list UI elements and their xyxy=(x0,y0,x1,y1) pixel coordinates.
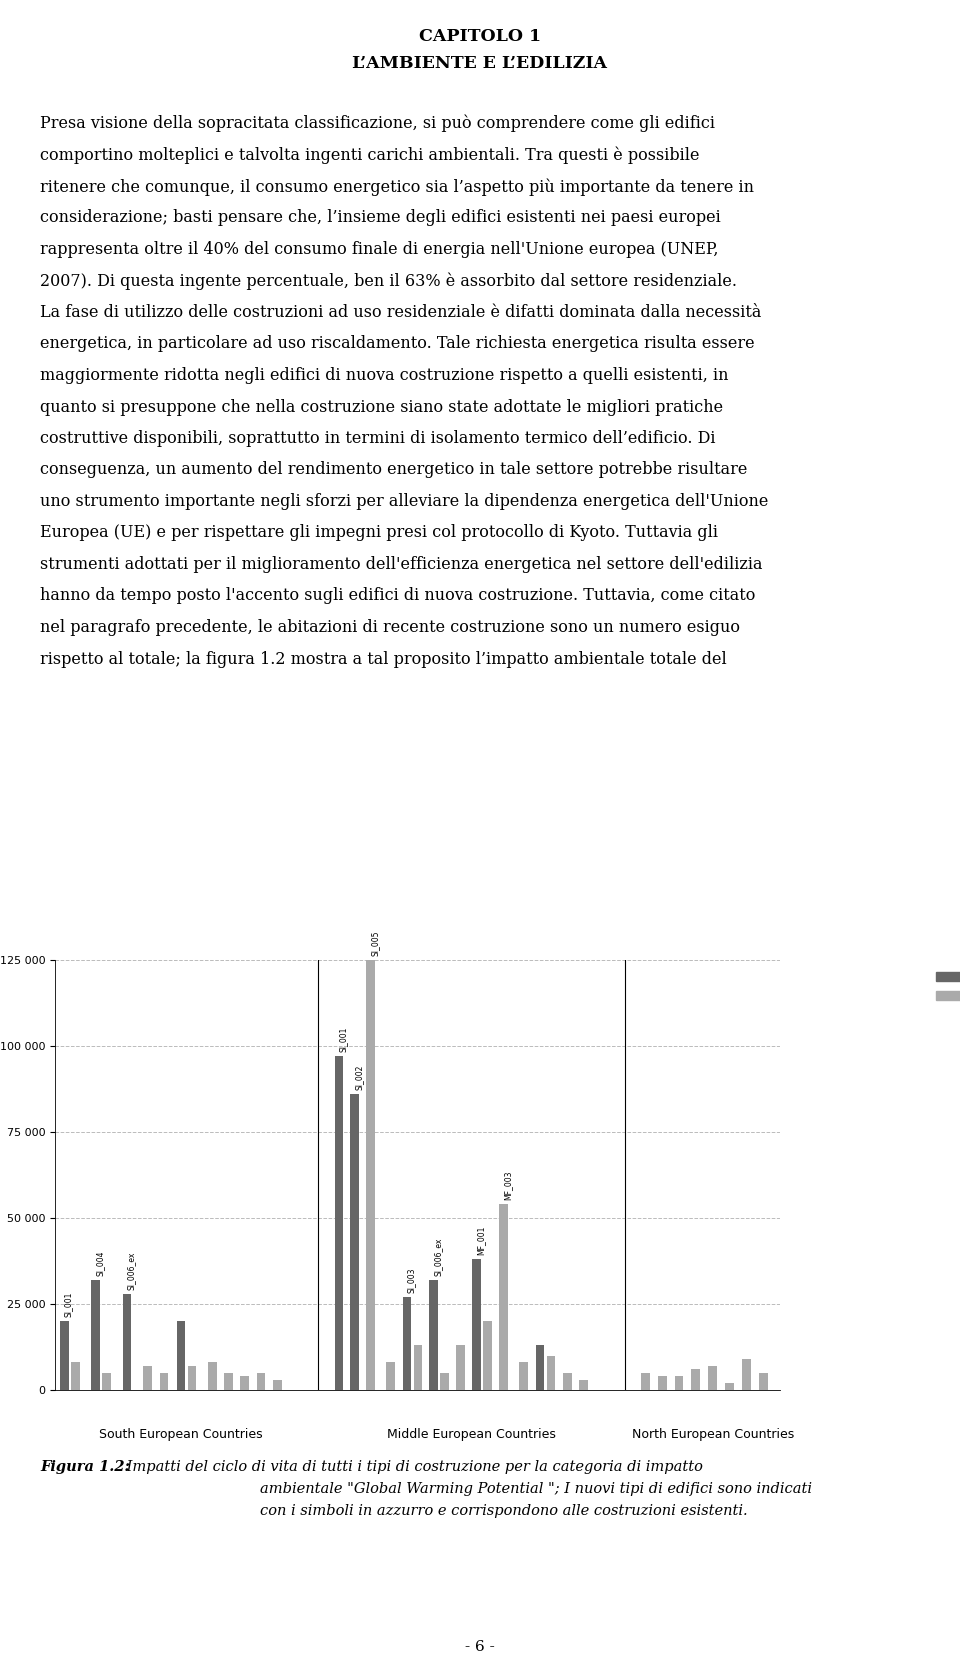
Text: Figura 1.2:: Figura 1.2: xyxy=(40,1460,130,1474)
Bar xyxy=(71,1362,80,1390)
Text: La fase di utilizzo delle costruzioni ad uso residenziale è difatti dominata dal: La fase di utilizzo delle costruzioni ad… xyxy=(40,304,761,320)
Text: SI_005: SI_005 xyxy=(371,930,379,956)
Text: SI_001: SI_001 xyxy=(339,1026,348,1051)
Bar xyxy=(414,1345,422,1390)
Bar xyxy=(402,1297,411,1390)
Text: 2007). Di questa ingente percentuale, ben il 63% è assorbito dal settore residen: 2007). Di questa ingente percentuale, be… xyxy=(40,272,737,290)
Bar xyxy=(441,1374,449,1390)
Bar xyxy=(708,1365,717,1390)
Bar xyxy=(725,1384,733,1390)
Bar xyxy=(519,1362,528,1390)
Text: Presa visione della sopracitata classificazione, si può comprendere come gli edi: Presa visione della sopracitata classifi… xyxy=(40,115,715,132)
Text: rappresenta oltre il 40% del consumo finale di energia nell'Unione europea (UNEP: rappresenta oltre il 40% del consumo fin… xyxy=(40,240,718,259)
Bar xyxy=(429,1280,438,1390)
Bar xyxy=(675,1377,684,1390)
Bar xyxy=(123,1293,132,1390)
Text: ambientale "Global Warming Potential "; I nuovi tipi di edifici sono indicati: ambientale "Global Warming Potential "; … xyxy=(260,1482,812,1495)
Text: costruttive disponibili, soprattutto in termini di isolamento termico dell’edifi: costruttive disponibili, soprattutto in … xyxy=(40,431,715,447)
Text: strumenti adottati per il miglioramento dell'efficienza energetica nel settore d: strumenti adottati per il miglioramento … xyxy=(40,556,762,572)
Text: - 6 -: - 6 - xyxy=(466,1641,494,1654)
Bar xyxy=(563,1374,572,1390)
Bar xyxy=(208,1362,217,1390)
Bar xyxy=(758,1374,768,1390)
Text: SI_006_ex: SI_006_ex xyxy=(127,1252,135,1290)
Text: L’AMBIENTE E L’EDILIZIA: L’AMBIENTE E L’EDILIZIA xyxy=(352,55,608,72)
Text: conseguenza, un aumento del rendimento energetico in tale settore potrebbe risul: conseguenza, un aumento del rendimento e… xyxy=(40,462,748,479)
Bar xyxy=(472,1260,481,1390)
Text: MF_001: MF_001 xyxy=(476,1225,486,1255)
Text: Impatti del ciclo di vita di tutti i tipi di costruzione per la categoria di imp: Impatti del ciclo di vita di tutti i tip… xyxy=(122,1460,703,1474)
Bar xyxy=(536,1345,544,1390)
Bar xyxy=(224,1374,233,1390)
Bar xyxy=(499,1205,508,1390)
Text: South European Countries: South European Countries xyxy=(99,1429,263,1440)
Bar xyxy=(658,1377,666,1390)
Bar xyxy=(103,1374,111,1390)
Text: considerazione; basti pensare che, l’insieme degli edifici esistenti nei paesi e: considerazione; basti pensare che, l’ins… xyxy=(40,210,721,227)
Text: Europea (UE) e per rispettare gli impegni presi col protocollo di Kyoto. Tuttavi: Europea (UE) e per rispettare gli impegn… xyxy=(40,524,718,541)
Text: SI_006_ex: SI_006_ex xyxy=(434,1237,443,1275)
Bar xyxy=(335,1056,344,1390)
Bar xyxy=(240,1377,250,1390)
Text: SI_001: SI_001 xyxy=(64,1292,73,1317)
Text: energetica, in particolare ad uso riscaldamento. Tale richiesta energetica risul: energetica, in particolare ad uso riscal… xyxy=(40,335,755,352)
Bar xyxy=(187,1365,197,1390)
Text: quanto si presuppone che nella costruzione siano state adottate le migliori prat: quanto si presuppone che nella costruzio… xyxy=(40,399,723,416)
Text: SI_002: SI_002 xyxy=(354,1065,364,1090)
Text: maggiormente ridotta negli edifici di nuova costruzione rispetto a quelli esiste: maggiormente ridotta negli edifici di nu… xyxy=(40,367,729,384)
Text: MF_003: MF_003 xyxy=(503,1170,513,1200)
Bar xyxy=(641,1374,650,1390)
Text: North European Countries: North European Countries xyxy=(632,1429,794,1440)
Text: uno strumento importante negli sforzi per alleviare la dipendenza energetica del: uno strumento importante negli sforzi pe… xyxy=(40,492,768,511)
Bar xyxy=(91,1280,100,1390)
Text: nel paragrafo precedente, le abitazioni di recente costruzione sono un numero es: nel paragrafo precedente, le abitazioni … xyxy=(40,619,740,636)
Bar xyxy=(60,1322,68,1390)
Text: Middle European Countries: Middle European Countries xyxy=(387,1429,556,1440)
Legend: Existing buildings, New buildings: Existing buildings, New buildings xyxy=(931,966,960,1008)
Bar xyxy=(350,1095,359,1390)
Text: SI_004: SI_004 xyxy=(95,1250,105,1275)
Bar xyxy=(256,1374,265,1390)
Bar xyxy=(386,1362,396,1390)
Text: CAPITOLO 1: CAPITOLO 1 xyxy=(419,28,541,45)
Text: comportino molteplici e talvolta ingenti carichi ambientali. Tra questi è possib: comportino molteplici e talvolta ingenti… xyxy=(40,147,700,164)
Bar xyxy=(159,1374,168,1390)
Bar xyxy=(177,1322,185,1390)
Text: con i simboli in azzurro e corrispondono alle costruzioni esistenti.: con i simboli in azzurro e corrispondono… xyxy=(260,1504,748,1519)
Bar xyxy=(366,960,374,1390)
Bar xyxy=(484,1322,492,1390)
Bar xyxy=(546,1355,556,1390)
Bar xyxy=(691,1369,700,1390)
Text: SI_003: SI_003 xyxy=(407,1267,416,1293)
Text: hanno da tempo posto l'accento sugli edifici di nuova costruzione. Tuttavia, com: hanno da tempo posto l'accento sugli edi… xyxy=(40,587,756,604)
Bar xyxy=(742,1359,751,1390)
Text: ritenere che comunque, il consumo energetico sia l’aspetto più importante da ten: ritenere che comunque, il consumo energe… xyxy=(40,179,754,195)
Bar xyxy=(273,1380,281,1390)
Bar xyxy=(143,1365,152,1390)
Bar xyxy=(456,1345,465,1390)
Bar xyxy=(579,1380,588,1390)
Text: rispetto al totale; la figura 1.2 mostra a tal proposito l’impatto ambientale to: rispetto al totale; la figura 1.2 mostra… xyxy=(40,651,727,668)
